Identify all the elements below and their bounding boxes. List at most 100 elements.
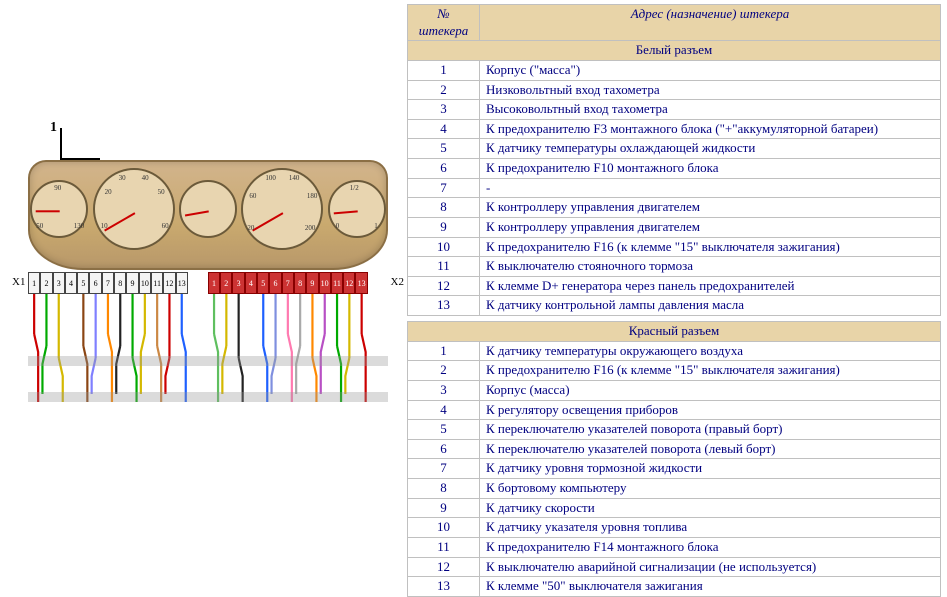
pin-description: К контроллеру управления двигателем (480, 217, 941, 237)
pin-number: 10 (408, 518, 480, 538)
table-row: 5К переключателю указателей поворота (пр… (408, 420, 941, 440)
wires-bundle (28, 294, 388, 414)
white-pin: 5 (77, 272, 89, 294)
pin-number: 5 (408, 420, 480, 440)
pinout-table: № штекера Адрес (назначение) штекера Бел… (407, 4, 941, 597)
pin-description: К датчику температуры окружающего воздух… (480, 341, 941, 361)
table-body: Белый разъем1Корпус ("масса")2Низковольт… (408, 41, 941, 597)
table-row: 13К клемме "50" выключателя зажигания (408, 577, 941, 597)
red-pin: 6 (269, 272, 281, 294)
table-row: 10К датчику указателя уровня топлива (408, 518, 941, 538)
gauge-row: 50 90 130 10 20 30 40 50 60 (28, 168, 388, 250)
red-pin: 11 (331, 272, 343, 294)
table-row: 3Высоковольтный вход тахометра (408, 100, 941, 120)
pin-number: 2 (408, 80, 480, 100)
table-row: 6К переключателю указателей поворота (ле… (408, 439, 941, 459)
callout-leader (60, 128, 62, 158)
table-row: 11К предохранителю F14 монтажного блока (408, 537, 941, 557)
pin-number: 11 (408, 257, 480, 277)
dashboard: 50 90 130 10 20 30 40 50 60 (28, 160, 388, 270)
table-row: 5К датчику температуры охлаждающей жидко… (408, 139, 941, 159)
pin-description: К датчику уровня тормозной жидкости (480, 459, 941, 479)
pin-number: 9 (408, 498, 480, 518)
table-row: 1К датчику температуры окружающего возду… (408, 341, 941, 361)
white-pin: 13 (176, 272, 188, 294)
pin-number: 3 (408, 100, 480, 120)
gauge-tacho: 10 20 30 40 50 60 (93, 168, 175, 250)
table-row: 7- (408, 178, 941, 198)
pin-number: 4 (408, 119, 480, 139)
red-pin: 8 (294, 272, 306, 294)
pin-number: 6 (408, 159, 480, 179)
pin-description: К предохранителю F16 (к клемме "15" выкл… (480, 361, 941, 381)
white-pin: 9 (126, 272, 138, 294)
x2-label: X2 (391, 276, 404, 288)
table-row: 8К бортовому компьютеру (408, 479, 941, 499)
pin-description: К датчику указателя уровня топлива (480, 518, 941, 538)
diagram-panel: 1 50 90 130 10 20 30 40 50 60 (0, 0, 405, 522)
pin-description: Корпус (масса) (480, 380, 941, 400)
pin-number: 13 (408, 577, 480, 597)
table-row: 4К предохранителю F3 монтажного блока ("… (408, 119, 941, 139)
pin-number: 9 (408, 217, 480, 237)
x1-label: X1 (12, 276, 25, 288)
white-connector: 12345678910111213 (28, 272, 188, 296)
table-row: 13К датчику контрольной лампы давления м… (408, 296, 941, 316)
gauge-temp: 50 90 130 (30, 180, 88, 238)
red-pin: 9 (306, 272, 318, 294)
pin-description: Корпус ("масса") (480, 60, 941, 80)
table-header-row: № штекера Адрес (назначение) штекера (408, 5, 941, 41)
red-pin: 5 (257, 272, 269, 294)
pin-number: 5 (408, 139, 480, 159)
pin-description: К предохранителю F10 монтажного блока (480, 159, 941, 179)
pin-number: 10 (408, 237, 480, 257)
white-pin: 1 (28, 272, 40, 294)
red-pin: 13 (355, 272, 367, 294)
table-row: 8К контроллеру управления двигателем (408, 198, 941, 218)
pin-description: К выключателю аварийной сигнализации (не… (480, 557, 941, 577)
pin-number: 4 (408, 400, 480, 420)
pin-number: 8 (408, 198, 480, 218)
red-pin: 12 (343, 272, 355, 294)
gauge-mid (179, 180, 237, 238)
white-pin: 4 (65, 272, 77, 294)
table-panel: № штекера Адрес (назначение) штекера Бел… (405, 0, 947, 522)
red-connector: 12345678910111213 (208, 272, 368, 296)
white-pin: 8 (114, 272, 126, 294)
pin-description: Низковольтный вход тахометра (480, 80, 941, 100)
pin-description: К контроллеру управления двигателем (480, 198, 941, 218)
table-row: 12К выключателю аварийной сигнализации (… (408, 557, 941, 577)
table-row: 7К датчику уровня тормозной жидкости (408, 459, 941, 479)
gauge-fuel: 0 1/2 1 (328, 180, 386, 238)
pin-description: - (480, 178, 941, 198)
pin-description: К клемме D+ генератора через панель пред… (480, 276, 941, 296)
connector-row: 12345678910111213 12345678910111213 (28, 272, 388, 296)
pin-description: К переключателю указателей поворота (лев… (480, 439, 941, 459)
pin-number: 13 (408, 296, 480, 316)
table-row: 2К предохранителю F16 (к клемме "15" вык… (408, 361, 941, 381)
white-pin: 10 (139, 272, 151, 294)
table-row: 9К контроллеру управления двигателем (408, 217, 941, 237)
white-pin: 12 (163, 272, 175, 294)
table-row: 1Корпус ("масса") (408, 60, 941, 80)
white-pin: 11 (151, 272, 163, 294)
section-header: Белый разъем (408, 41, 941, 61)
pin-number: 11 (408, 537, 480, 557)
pin-number: 3 (408, 380, 480, 400)
red-pin: 1 (208, 272, 220, 294)
pin-number: 2 (408, 361, 480, 381)
table-row: 10К предохранителю F16 (к клемме "15" вы… (408, 237, 941, 257)
white-pin: 2 (40, 272, 52, 294)
red-pin: 2 (220, 272, 232, 294)
pin-number: 7 (408, 178, 480, 198)
gauge-speedo: 20 60 100 140 180 200 (241, 168, 323, 250)
table-row: 12К клемме D+ генератора через панель пр… (408, 276, 941, 296)
red-pin: 4 (245, 272, 257, 294)
pin-description: К датчику контрольной лампы давления мас… (480, 296, 941, 316)
white-pin: 7 (102, 272, 114, 294)
red-pin: 10 (319, 272, 331, 294)
table-row: 9К датчику скорости (408, 498, 941, 518)
pin-number: 6 (408, 439, 480, 459)
col-plug-address: Адрес (назначение) штекера (480, 5, 941, 41)
pin-description: К регулятору освещения приборов (480, 400, 941, 420)
